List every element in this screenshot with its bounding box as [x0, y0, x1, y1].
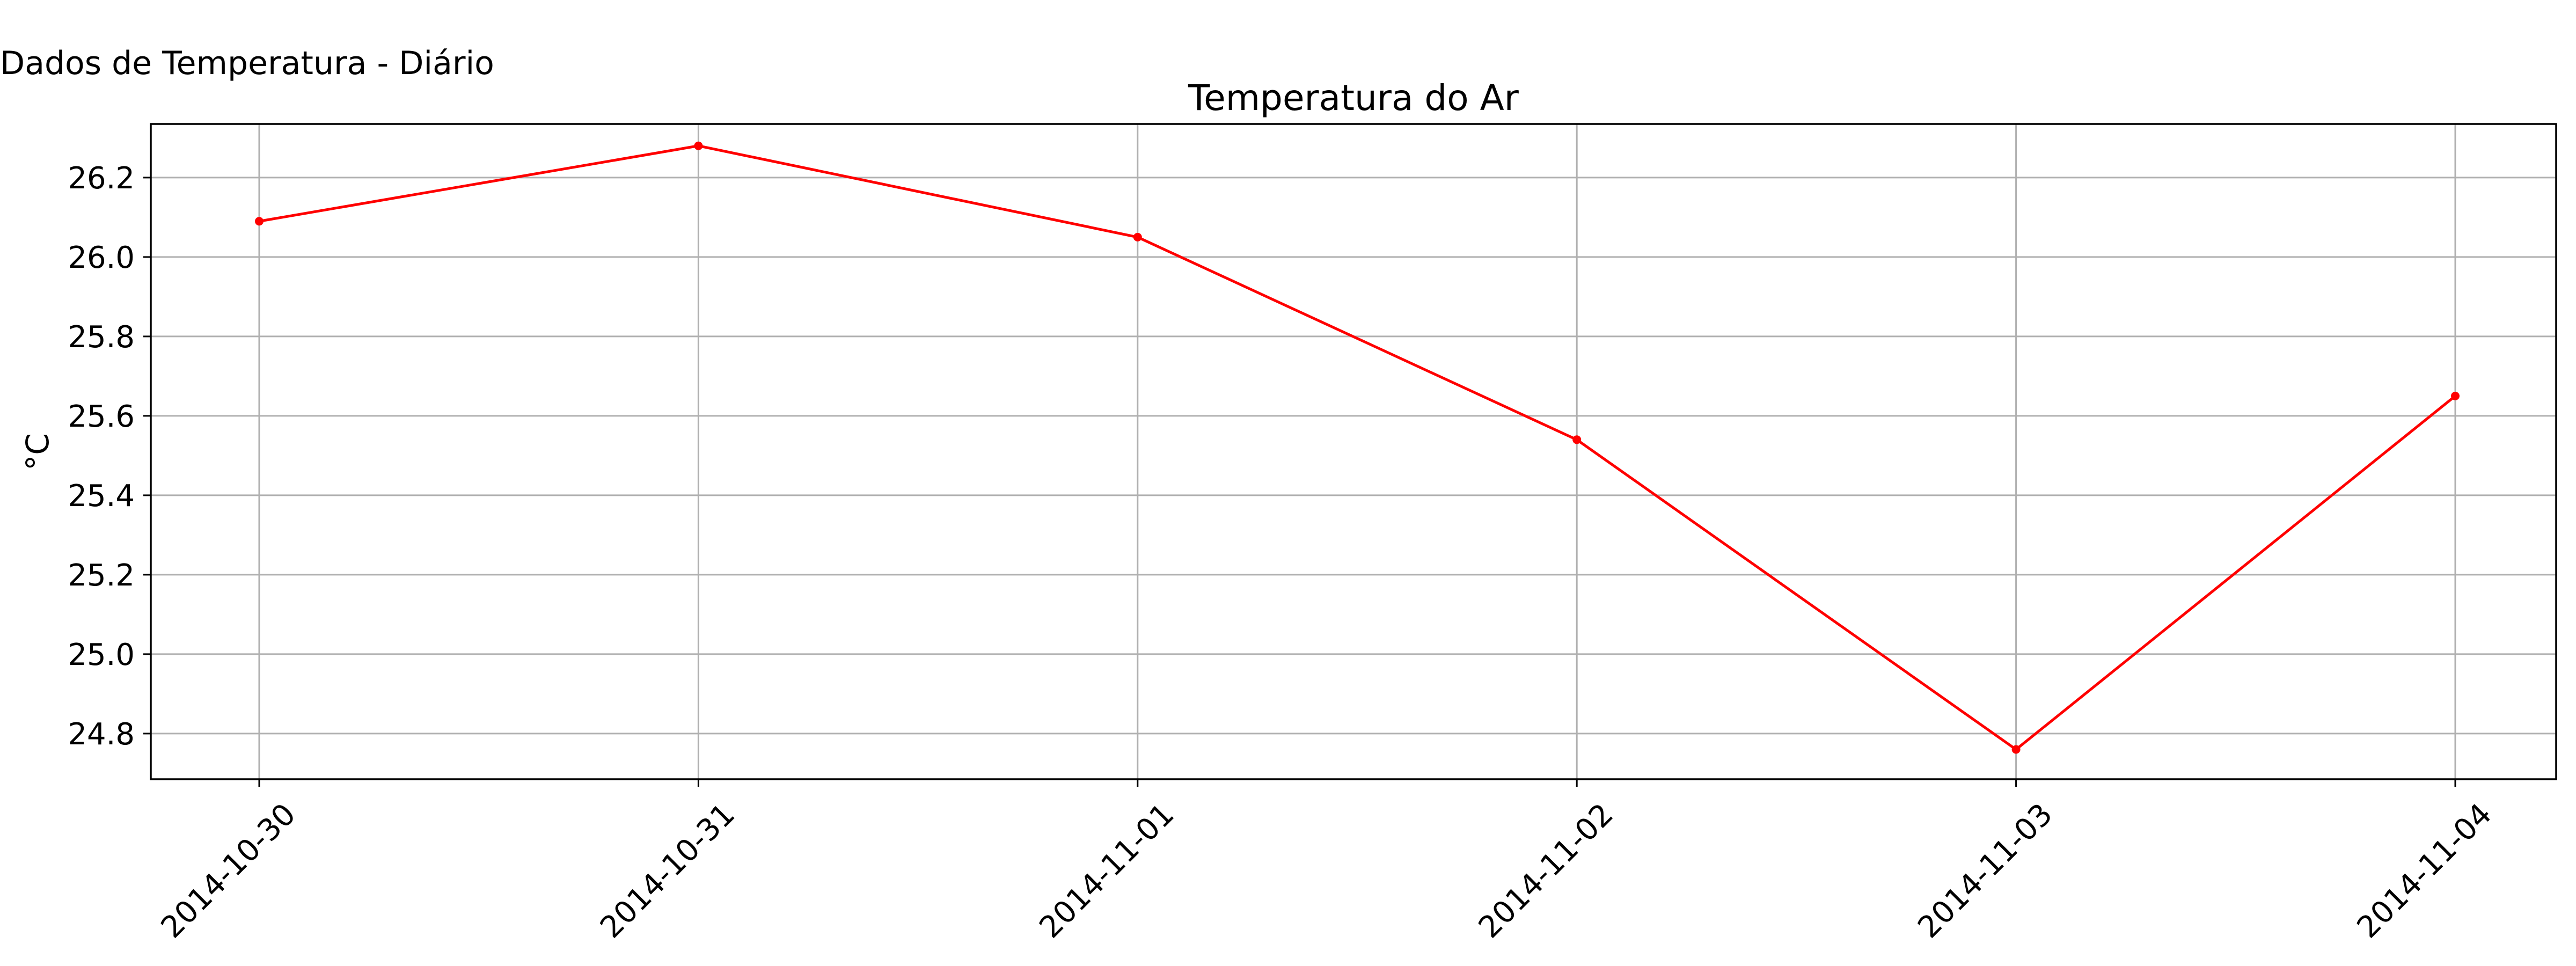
series-line: [259, 144, 2456, 751]
x-tick-label: 2014-10-30: [155, 797, 303, 945]
y-tick-label: 26.0: [68, 240, 135, 275]
x-tick-label: 2014-11-04: [2351, 797, 2499, 945]
plot-frame: [150, 123, 2557, 780]
data-point: [1572, 435, 1582, 444]
x-tick-label: 2014-11-02: [1472, 797, 1620, 945]
data-point: [255, 217, 264, 226]
grid-lines: [151, 124, 2556, 779]
y-tick-label: 25.4: [68, 479, 135, 514]
y-tick-label: 25.8: [68, 320, 135, 355]
y-tick-label: 25.2: [68, 558, 135, 593]
y-tick-label: 26.2: [68, 161, 135, 196]
chart-title: Temperatura do Ar: [1188, 77, 1519, 119]
data-point: [2011, 745, 2021, 754]
y-tick-label: 25.6: [68, 399, 135, 434]
y-tick-label: 25.0: [68, 638, 135, 672]
data-point: [2451, 391, 2460, 400]
series-layer: [255, 141, 2460, 754]
data-point: [1133, 232, 1142, 241]
x-tick-label: 2014-10-31: [594, 797, 742, 945]
data-point: [694, 141, 703, 150]
y-tick-label: 24.8: [68, 717, 135, 752]
axes: 24.8 25.0 25.2 25.4 25.6 25.8 26.0 26.2 2014-10-…: [68, 161, 2498, 945]
x-tick-label: 2014-11-03: [1911, 797, 2059, 945]
x-tick-label: 2014-11-01: [1033, 797, 1181, 945]
figure-suptitle: Dados de Temperatura - Diário: [0, 45, 494, 82]
y-axis-label: °C: [19, 433, 56, 471]
